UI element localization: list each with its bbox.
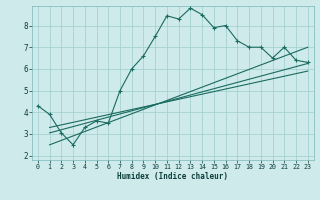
X-axis label: Humidex (Indice chaleur): Humidex (Indice chaleur) — [117, 172, 228, 181]
